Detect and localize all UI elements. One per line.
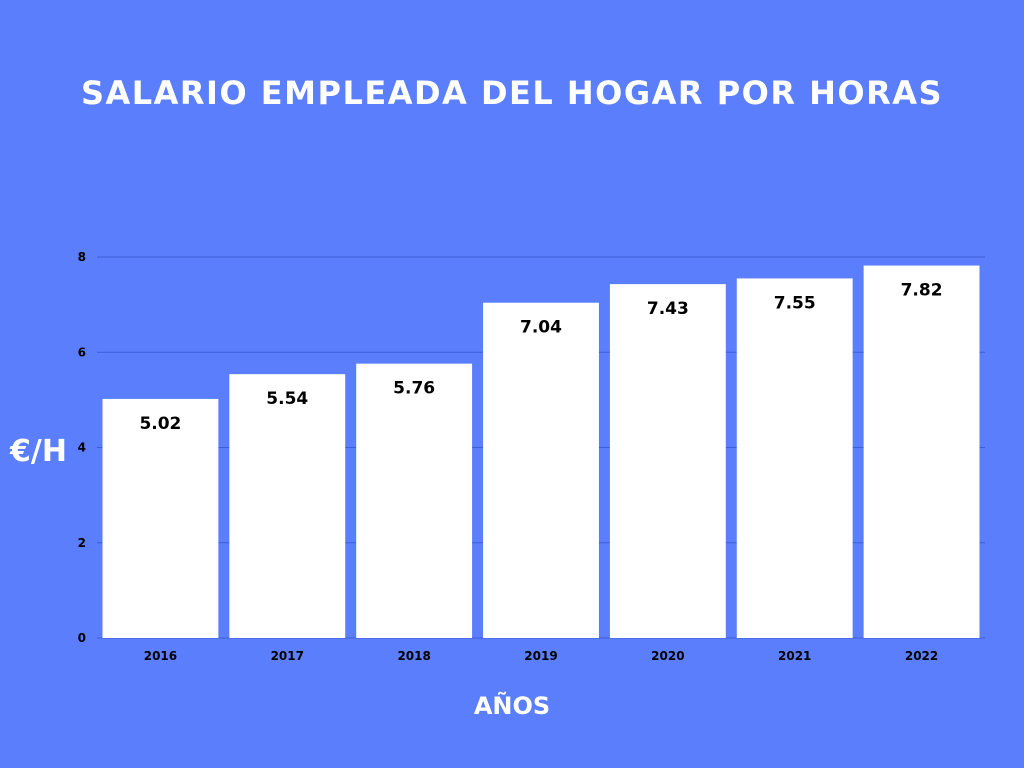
x-axis-ticks: 2016 2017 2018 2019 2020 2021 2022 [144,649,939,663]
bar [736,278,853,638]
bar [609,284,726,638]
y-axis-ticks: 0 2 4 6 8 [78,250,86,645]
x-tick-label: 2020 [651,649,684,663]
bar [229,374,346,638]
bar [483,302,599,638]
x-tick-label: 2016 [144,649,177,663]
y-tick-label: 0 [78,631,86,645]
x-tick-label: 2022 [905,649,938,663]
bar [863,265,980,638]
y-axis-title: €/H [10,434,67,469]
y-tick-label: 6 [78,345,86,359]
y-tick-label: 8 [78,250,86,264]
data-label: 7.43 [647,299,689,319]
x-tick-label: 2017 [271,649,304,663]
data-label: 5.76 [393,379,435,399]
data-label: 7.82 [901,281,943,301]
x-tick-label: 2021 [778,649,811,663]
bar [356,363,473,638]
data-label: 7.04 [520,318,562,338]
x-tick-label: 2019 [524,649,557,663]
bar [102,398,219,638]
y-tick-label: 2 [78,536,86,550]
x-tick-label: 2018 [397,649,430,663]
x-axis-title: AÑOS [473,692,551,720]
y-tick-label: 4 [78,441,86,455]
data-label: 5.02 [139,414,181,434]
data-label: 5.54 [266,389,308,409]
chart-title: SALARIO EMPLEADA DEL HOGAR POR HORAS [80,74,944,112]
bars [102,265,980,638]
data-label: 7.55 [774,293,816,313]
data-labels: 5.02 5.54 5.76 7.04 7.43 7.55 7.82 [139,281,942,434]
